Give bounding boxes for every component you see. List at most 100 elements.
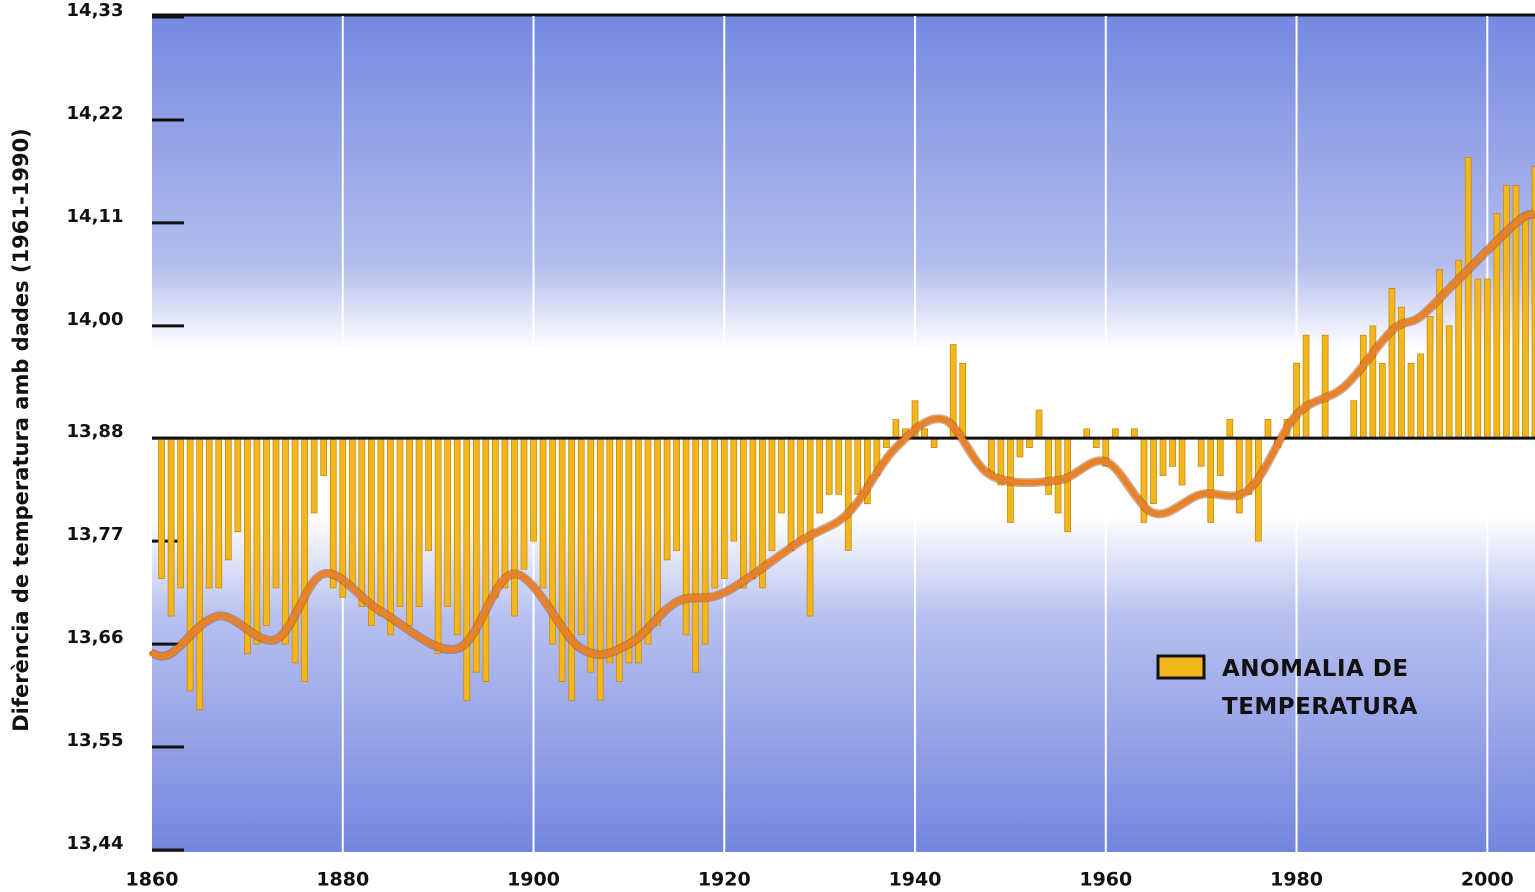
bar [1064,437,1071,533]
bar [244,437,251,654]
bar [511,437,518,617]
bar [186,437,194,692]
bar [596,437,604,701]
bar [825,437,833,495]
bar [644,437,652,645]
bar [1426,316,1434,439]
bar [387,437,394,636]
bar [778,437,785,514]
bar [205,437,213,589]
bar [854,437,862,495]
x-tick-label: 1860 [126,869,179,891]
y-tick-label: 13,55 [67,730,124,751]
y-tick-label: 14,22 [67,103,124,124]
bar [1379,362,1386,439]
bar [959,362,967,439]
bar [787,437,795,551]
bar [415,437,423,608]
bar [320,437,328,477]
bar [396,437,404,608]
bar [1522,213,1529,439]
bar [358,437,366,608]
bar [1407,362,1415,439]
bar [329,437,337,589]
bar [1207,437,1215,523]
bar [720,437,728,579]
bar [272,437,280,589]
x-tick-label: 2000 [1461,869,1514,891]
bar [568,437,576,701]
bar [310,437,318,514]
bar [501,437,509,589]
bar [1197,437,1205,467]
bar [635,437,642,664]
y-axis-label: Diferència de temperatura amb dades (196… [9,128,33,732]
bar [692,437,700,673]
bar [816,437,824,514]
bar [301,437,308,682]
bar [406,437,413,626]
y-tick-label: 13,77 [67,524,124,545]
bar [701,437,709,645]
bar [520,437,528,570]
y-tick-label: 13,44 [67,833,124,854]
bar [482,437,490,682]
bar [1503,185,1510,439]
bar [806,437,814,617]
bar [530,437,537,542]
bar [224,437,232,561]
bar [892,419,900,439]
bar [291,437,299,664]
trend-line [149,210,1535,660]
bar [1264,419,1272,439]
bar [196,437,204,711]
bar [1474,278,1482,439]
bar [1255,437,1262,542]
bar [1150,437,1157,505]
bar [234,437,242,533]
bar [682,437,690,636]
legend-swatch [1156,654,1206,680]
bar [492,437,499,598]
bar [215,437,223,589]
bar [844,437,852,551]
bar [1350,400,1358,439]
bar [625,437,633,664]
bar [606,437,614,664]
bar [1388,288,1396,439]
y-tick-label: 13,88 [67,421,124,442]
bar [577,437,585,636]
bar [1445,325,1453,439]
x-tick-label: 1920 [698,869,751,891]
bar [158,437,165,579]
y-tick-label: 13,66 [67,627,124,648]
bar [749,437,757,579]
bar [539,437,547,589]
bar [1293,362,1300,439]
y-tick-label: 14,00 [67,309,124,330]
bar [797,437,804,542]
bar [1464,156,1472,439]
bar [1321,334,1329,439]
bar [1169,437,1176,467]
bar [1417,353,1424,439]
bar [444,437,452,608]
bar [167,437,175,617]
y-tick-label: 14,11 [67,206,124,227]
bar [263,437,270,626]
bar [453,437,461,636]
bar [1302,334,1310,439]
x-tick-label: 1960 [1079,869,1132,891]
bar [282,437,289,645]
bar [1483,278,1491,439]
bar [1226,419,1234,439]
bar [463,437,471,701]
x-tick-label: 1900 [507,869,560,891]
bar [1159,437,1167,477]
x-tick-label: 1980 [1270,869,1323,891]
bar [1016,437,1024,458]
bar [348,437,356,589]
bar [177,437,184,589]
bar [1359,334,1367,439]
